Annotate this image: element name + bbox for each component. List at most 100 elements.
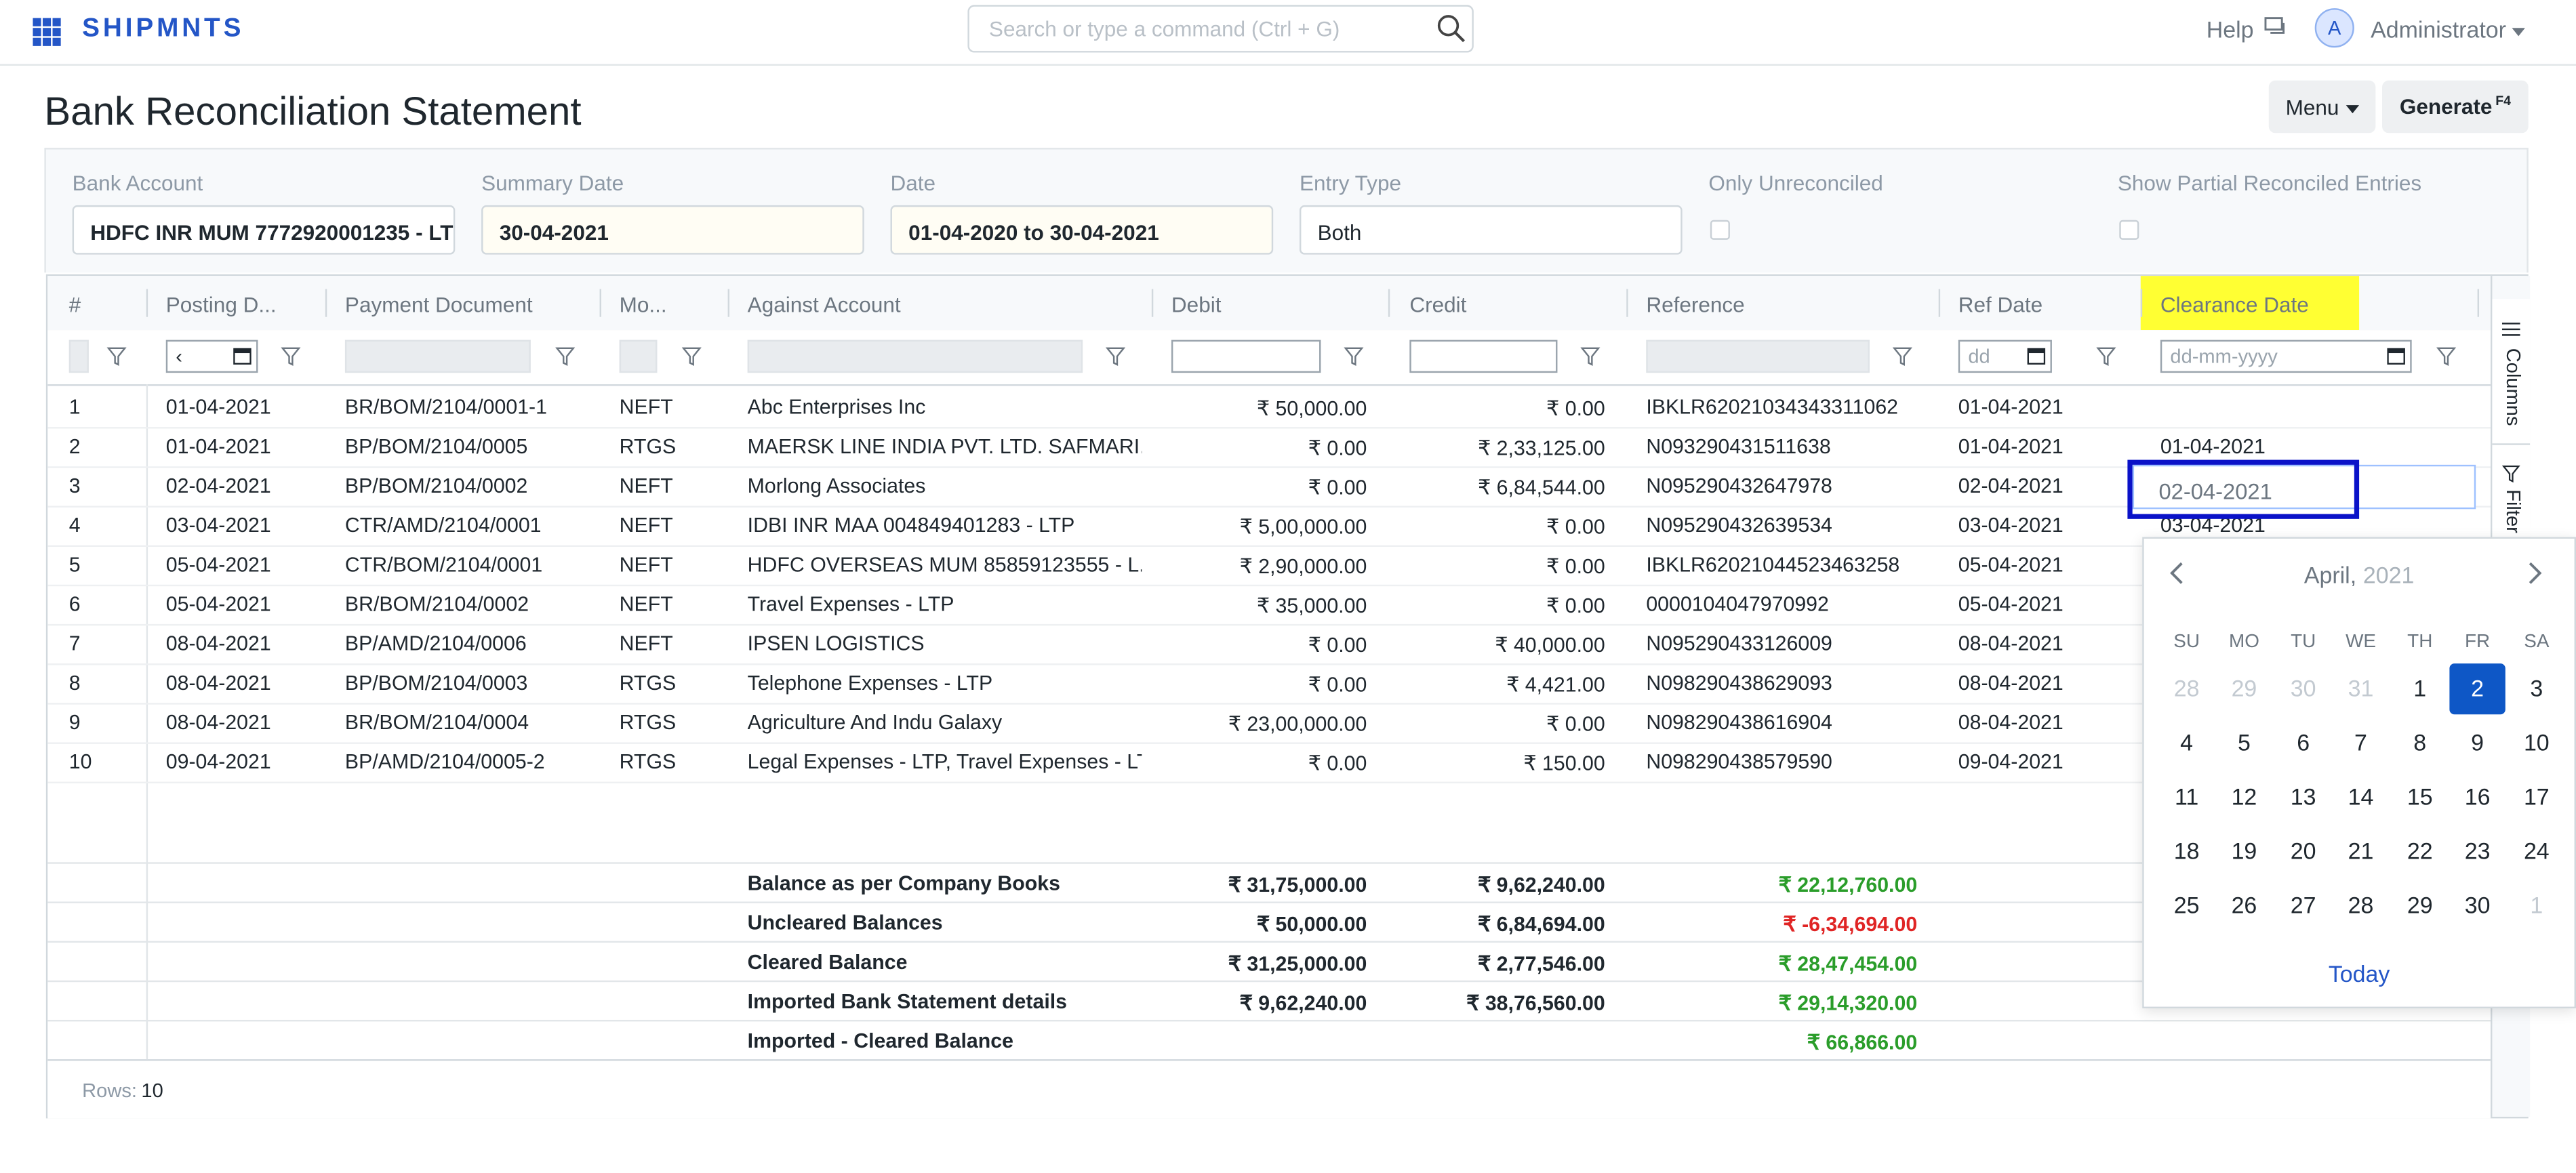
cell-posting[interactable]: 08-04-2021 <box>165 711 271 735</box>
cell-doc[interactable]: CTR/AMD/2104/0001 <box>344 514 542 537</box>
calendar-day[interactable]: 2 <box>2449 663 2505 715</box>
filter-credit[interactable] <box>1409 339 1558 373</box>
cell-credit[interactable]: ₹ 0.00 <box>1546 594 1605 618</box>
cell-doc[interactable]: BP/BOM/2104/0003 <box>344 672 528 695</box>
cell-against[interactable]: Travel Expenses - LTP <box>747 592 954 616</box>
cell-n[interactable]: 4 <box>68 514 81 537</box>
cell-posting[interactable]: 03-04-2021 <box>165 514 271 537</box>
search-input[interactable] <box>986 14 1436 43</box>
cell-credit[interactable]: ₹ 2,33,125.00 <box>1477 436 1605 460</box>
column-header-clearance-date[interactable]: Clearance Date <box>2160 292 2309 317</box>
generate-button[interactable]: Generate F4 <box>2382 80 2529 133</box>
column-header-debit[interactable]: Debit <box>1171 292 1222 317</box>
cell-doc[interactable]: BP/BOM/2104/0005 <box>344 435 528 459</box>
cell-mode[interactable]: NEFT <box>619 592 673 616</box>
cell-ref[interactable]: IBKLR62021044523463258 <box>1646 553 1900 577</box>
cell-against[interactable]: Telephone Expenses - LTP <box>747 672 993 695</box>
filter-funnel-icon[interactable] <box>2436 346 2457 366</box>
calendar-day[interactable]: 5 <box>2237 729 2251 756</box>
filter-reference[interactable] <box>1646 339 1870 373</box>
user-menu[interactable]: Administrator <box>2371 16 2527 43</box>
cell-ref[interactable]: N098290438616904 <box>1646 711 1832 735</box>
clearance-date-editor[interactable] <box>2132 464 2476 510</box>
cell-debit[interactable]: ₹ 50,000.00 <box>1256 397 1367 421</box>
column-header-posting-date[interactable]: Posting D... <box>165 292 277 317</box>
column-header-reference[interactable]: Reference <box>1646 292 1745 317</box>
cell-n[interactable]: 2 <box>68 435 81 459</box>
cell-posting[interactable]: 08-04-2021 <box>165 672 271 695</box>
calendar-day[interactable]: 26 <box>2231 891 2257 918</box>
cell-against[interactable]: IPSEN LOGISTICS <box>747 632 925 655</box>
cell-posting[interactable]: 09-04-2021 <box>165 750 271 774</box>
calendar-day[interactable]: 27 <box>2290 891 2316 918</box>
cell-posting[interactable]: 01-04-2021 <box>165 435 271 459</box>
column-header-mode[interactable]: Mo... <box>619 292 667 317</box>
cell-refdate[interactable]: 08-04-2021 <box>1958 711 2064 735</box>
filter-payment-document[interactable] <box>344 339 531 373</box>
filter-mode[interactable] <box>619 339 658 373</box>
columns-tab[interactable]: Columns <box>2492 299 2531 445</box>
cell-debit[interactable]: ₹ 23,00,000.00 <box>1228 712 1367 736</box>
cell-mode[interactable]: NEFT <box>619 474 673 498</box>
calendar-day[interactable]: 24 <box>2523 837 2550 864</box>
column-header-payment-document[interactable]: Payment Document <box>344 292 533 317</box>
calendar-icon[interactable] <box>2027 346 2046 365</box>
cell-debit[interactable]: ₹ 0.00 <box>1308 752 1367 775</box>
cell-credit[interactable]: ₹ 40,000.00 <box>1495 634 1605 657</box>
calendar-day[interactable]: 12 <box>2231 783 2257 810</box>
column-header-against-account[interactable]: Against Account <box>747 292 901 317</box>
cell-ref[interactable]: 0000104047970992 <box>1646 592 1829 616</box>
table-row[interactable]: 7 08-04-2021 BP/AMD/2104/0006 NEFT IPSEN LOG… <box>47 624 2491 665</box>
cell-against[interactable]: HDFC OVERSEAS MUM 85859123555 - L... <box>747 553 1142 577</box>
cell-credit[interactable]: ₹ 0.00 <box>1546 515 1605 539</box>
cell-ref[interactable]: N093290431511638 <box>1646 435 1831 459</box>
cell-doc[interactable]: BP/BOM/2104/0002 <box>344 474 528 498</box>
cell-doc[interactable]: BR/BOM/2104/0004 <box>344 711 529 735</box>
calendar-day[interactable]: 19 <box>2231 837 2257 864</box>
calendar-day[interactable]: 15 <box>2407 783 2433 810</box>
cell-n[interactable]: 9 <box>68 711 81 735</box>
cell-mode[interactable]: NEFT <box>619 553 673 577</box>
cell-debit[interactable]: ₹ 0.00 <box>1308 673 1367 697</box>
date-range-field[interactable]: 01-04-2020 to 30-04-2021 <box>890 205 1274 255</box>
cell-mode[interactable]: RTGS <box>619 435 677 459</box>
cell-n[interactable]: 7 <box>68 632 81 655</box>
calendar-day[interactable]: 18 <box>2173 837 2200 864</box>
calendar-day[interactable]: 28 <box>2348 891 2374 918</box>
cell-refdate[interactable]: 03-04-2021 <box>1958 514 2064 537</box>
cell-n[interactable]: 3 <box>68 474 81 498</box>
calendar-day[interactable]: 10 <box>2523 729 2550 756</box>
filter-index[interactable] <box>68 339 89 373</box>
calendar-day[interactable]: 17 <box>2523 783 2550 810</box>
column-header-index[interactable]: # <box>68 292 81 317</box>
next-month-icon[interactable] <box>2527 562 2543 593</box>
calendar-day[interactable]: 13 <box>2290 783 2316 810</box>
cell-ref[interactable]: N095290433126009 <box>1646 632 1832 655</box>
cell-mode[interactable]: RTGS <box>619 711 677 735</box>
calendar-day[interactable]: 23 <box>2464 837 2491 864</box>
cell-n[interactable]: 6 <box>68 592 81 616</box>
table-row[interactable]: 5 05-04-2021 CTR/BOM/2104/0001 NEFT HDFC OVE… <box>47 546 2491 587</box>
table-row[interactable]: 10 09-04-2021 BP/AMD/2104/0005-2 RTGS Legal … <box>47 742 2491 783</box>
cell-debit[interactable]: ₹ 0.00 <box>1308 634 1367 657</box>
cell-ref[interactable]: N095290432639534 <box>1646 514 1832 537</box>
calendar-day[interactable]: 20 <box>2290 837 2316 864</box>
cell-refdate[interactable]: 09-04-2021 <box>1958 750 2064 774</box>
cell-credit[interactable]: ₹ 0.00 <box>1546 397 1605 421</box>
cell-doc[interactable]: BR/BOM/2104/0001-1 <box>344 396 548 419</box>
calendar-day[interactable]: 14 <box>2348 783 2374 810</box>
filter-funnel-icon[interactable] <box>106 346 127 366</box>
cell-ref[interactable]: N098290438579590 <box>1646 750 1832 774</box>
calendar-day[interactable]: 30 <box>2290 675 2316 701</box>
filter-against-account[interactable] <box>747 339 1083 373</box>
brand-logo[interactable]: SHIPMNTS <box>82 14 245 43</box>
today-button[interactable]: Today <box>2328 960 2390 987</box>
cell-against[interactable]: Legal Expenses - LTP, Travel Expenses - … <box>747 750 1142 774</box>
cell-debit[interactable]: ₹ 2,90,000.00 <box>1239 555 1367 579</box>
calendar-day[interactable]: 11 <box>2174 783 2199 810</box>
search-box[interactable] <box>967 5 1474 53</box>
calendar-day[interactable]: 31 <box>2348 675 2374 701</box>
calendar-day[interactable]: 16 <box>2464 783 2491 810</box>
cell-ref[interactable]: IBKLR62021034343311062 <box>1646 396 1899 419</box>
cell-against[interactable]: Abc Enterprises Inc <box>747 396 926 419</box>
